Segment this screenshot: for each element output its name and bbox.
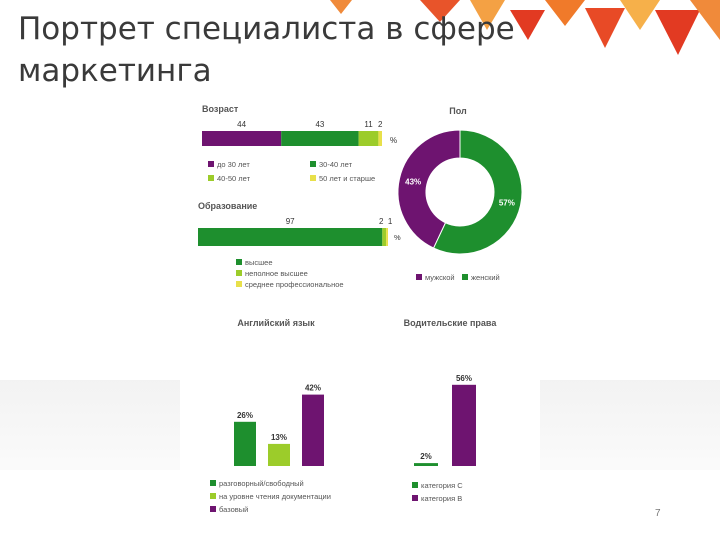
age-legend-item-label: 30-40 лет [319,160,353,169]
age-bar-segment [202,131,282,146]
gender-legend-item-swatch [416,274,422,280]
page-number: 7 [655,508,661,519]
english-chart-title: Английский язык [237,318,315,328]
english-data-label: 26% [237,411,253,420]
gender-data-label: 43% [405,178,421,187]
english-legend-item-label: разговорный/свободный [219,479,304,488]
driving-legend-item-label: категория B [421,494,462,503]
driving-data-label: 2% [420,452,432,461]
english-legend-item-label: на уровне чтения документации [219,492,331,501]
english-data-label: 13% [271,433,287,442]
gender-donut-slice [397,129,461,249]
gender-legend-item-label: мужской [425,273,455,282]
gender-legend-item-label: женский [471,273,500,282]
age-bar-segment [358,131,379,146]
age-legend-item-swatch [208,175,214,181]
education-legend-item-label: неполное высшее [245,269,308,278]
gender-chart-title: Пол [449,106,467,116]
english-bar [302,394,324,466]
english-bar [268,443,290,466]
english-data-label: 42% [305,384,321,393]
education-bar-segment [386,228,388,246]
english-legend-item-swatch [210,493,216,499]
age-value-label: 11 [364,120,373,129]
education-bar-segment [382,228,387,246]
driving-legend-item-label: категория C [421,481,463,490]
age-value-label: 43 [315,120,324,129]
education-legend-item-swatch [236,270,242,276]
age-bar-segment [378,131,382,146]
age-legend-item-label: до 30 лет [217,160,250,169]
english-legend-item-label: базовый [219,505,248,514]
age-bar-segment [281,131,359,146]
gender-donut-slice [432,129,523,255]
age-unit-label: % [390,136,397,145]
education-legend-item-swatch [236,259,242,265]
slide-title: Портрет специалиста в сфере маркетинга [18,11,515,89]
driving-legend-item-swatch [412,495,418,501]
age-value-label: 2 [378,120,383,129]
age-chart-title: Возраст [202,104,239,114]
driving-chart-title: Водительские права [404,318,498,328]
decorative-header-triangles [330,0,720,55]
english-legend-item-swatch [210,480,216,486]
driving-legend-item-swatch [412,482,418,488]
charts-panel: Возраст 44 43 11 2% до 30 лет 30-40 лет 40-50 л… [180,100,540,528]
education-value-label: 2 [379,217,384,226]
education-chart-title: Образование [198,201,257,211]
education-value-label: 97 [286,217,295,226]
english-legend-item-swatch [210,506,216,512]
education-legend-item-label: высшее [245,258,272,267]
charts-svg: Возраст 44 43 11 2% до 30 лет 30-40 лет 40-50 л… [198,104,523,514]
education-legend-item-label: среднее профессиональное [245,280,344,289]
age-legend-item-label: 40-50 лет [217,174,251,183]
gender-data-label: 57% [499,198,515,207]
age-legend-item-swatch [310,175,316,181]
driving-bar [414,463,438,466]
gender-legend-item-swatch [462,274,468,280]
age-legend-item-label: 50 лет и старше [319,174,375,183]
education-legend-item-swatch [236,281,242,287]
education-bar-segment [198,228,383,246]
age-legend-item-swatch [208,161,214,167]
driving-data-label: 56% [456,374,472,383]
age-value-label: 44 [237,120,246,129]
english-bar [234,421,256,466]
age-legend-item-swatch [310,161,316,167]
driving-bar [452,384,476,466]
education-value-label: 1 [388,217,393,226]
education-unit-label: % [394,233,401,242]
